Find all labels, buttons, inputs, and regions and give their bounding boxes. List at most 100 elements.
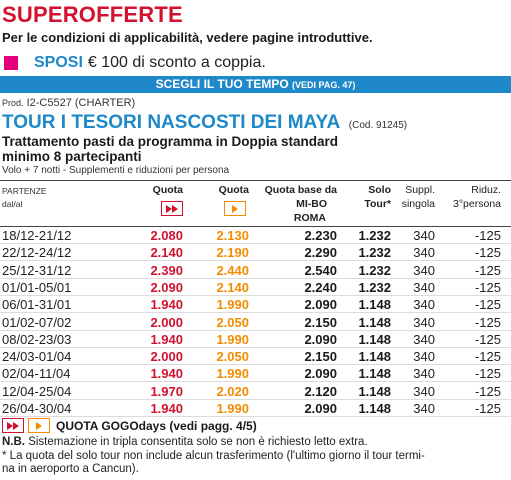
departure-dates: 18/12-21/12 — [2, 228, 72, 243]
quota-standard: 2.140 — [216, 279, 249, 295]
quota-standard: 1.990 — [216, 366, 249, 382]
suppl-singola: 340 — [413, 228, 435, 243]
tour-title-text: TOUR I TESORI NASCOSTI DEI MAYA — [2, 112, 340, 133]
subtitle-volo: Volo + 7 notti - Supplementi e riduzioni… — [2, 165, 230, 176]
riduz-terza-persona: -125 — [474, 366, 501, 382]
header-solo-l2: Tour* — [364, 198, 391, 210]
quota-base: 2.150 — [304, 349, 337, 365]
departure-dates: 12/04-25/04 — [2, 383, 72, 399]
gogo-legend: QUOTA GOGOdays (vedi pagg. 4/5) — [2, 418, 257, 433]
quota-standard: 2.440 — [216, 262, 249, 278]
departure-dates: 01/01-05/01 — [2, 279, 72, 295]
table-row: 12/04-25/04 1.970 2.020 2.120 1.148 340 -125 — [0, 383, 511, 400]
quota-standard: 2.190 — [216, 245, 249, 261]
quota-fast: 1.940 — [150, 297, 183, 313]
quota-fast: 2.000 — [150, 349, 183, 365]
sposi-text: € 100 di sconto a coppia. — [87, 54, 266, 71]
suppl-singola: 340 — [413, 366, 435, 382]
suppl-singola: 340 — [413, 314, 435, 330]
header-riduz-l2: 3°persona — [453, 198, 501, 210]
quota-standard: 2.050 — [216, 314, 249, 330]
sposi-offer: SPOSI € 100 di sconto a coppia. — [4, 53, 266, 73]
header-quota1: Quota — [152, 184, 183, 196]
quota-fast: 1.970 — [150, 383, 183, 399]
header-suppl-l1: Suppl. — [405, 184, 435, 196]
quota-standard: 1.990 — [216, 297, 249, 313]
table-row: 24/03-01/04 2.000 2.050 2.150 1.148 340 -125 — [0, 348, 511, 366]
quota-base: 2.150 — [304, 314, 337, 330]
header-base-l2: MI-BO — [296, 198, 327, 210]
solo-tour: 1.148 — [358, 383, 391, 399]
nb-text: Sistemazione in tripla consentita solo s… — [28, 436, 368, 448]
quota-base: 2.230 — [304, 228, 337, 243]
intro-text: Per le condizioni di applicabilità, vede… — [2, 30, 373, 45]
quota-base: 2.090 — [304, 331, 337, 347]
departure-dates: 01/02-07/02 — [2, 314, 72, 330]
suppl-singola: 340 — [413, 262, 435, 278]
nb-label: N.B. — [2, 436, 25, 448]
magenta-square-icon — [4, 56, 18, 70]
quota-fast: 2.090 — [150, 279, 183, 295]
header-dal-al: dal/al — [2, 199, 23, 209]
table-row: 22/12-24/12 2.140 2.190 2.290 1.232 340 -125 — [0, 244, 511, 262]
solo-tour: 1.232 — [358, 279, 391, 295]
quota-standard: 1.990 — [216, 401, 249, 416]
departure-dates: 25/12-31/12 — [2, 262, 72, 278]
departure-dates: 24/03-01/04 — [2, 349, 72, 365]
suppl-singola: 340 — [413, 331, 435, 347]
nb-note: N.B. Sistemazione in tripla consentita s… — [2, 436, 368, 449]
header-bottom-divider — [0, 226, 511, 227]
riduz-terza-persona: -125 — [474, 383, 501, 399]
header-base-l3: ROMA — [293, 212, 326, 224]
banner-small-text: (VEDI PAG. 47) — [292, 80, 356, 90]
riduz-terza-persona: -125 — [474, 297, 501, 313]
quota-base: 2.090 — [304, 366, 337, 382]
riduz-terza-persona: -125 — [474, 314, 501, 330]
riduz-terza-persona: -125 — [474, 279, 501, 295]
departure-dates: 06/01-31/01 — [2, 297, 72, 313]
solo-tour: 1.232 — [358, 228, 391, 243]
table-row: 26/04-30/04 1.940 1.990 2.090 1.148 340 -125 — [0, 400, 511, 417]
solo-tour: 1.148 — [358, 401, 391, 416]
riduz-terza-persona: -125 — [474, 331, 501, 347]
table-row: 06/01-31/01 1.940 1.990 2.090 1.148 340 -125 — [0, 296, 511, 314]
quota-base: 2.290 — [304, 245, 337, 261]
header-base-l1: Quota base da — [264, 184, 337, 196]
departure-dates: 02/04-11/04 — [2, 366, 71, 382]
header-solo-l1: Solo — [368, 184, 391, 196]
solo-tour: 1.148 — [358, 331, 391, 347]
header-partenze: PARTENZE — [2, 186, 47, 196]
subtitle-minimum: minimo 8 partecipanti — [2, 149, 142, 164]
quota-standard: 2.130 — [216, 228, 249, 243]
footnote-line-2: na in aeroporto a Cancun). — [2, 463, 139, 475]
suppl-singola: 340 — [413, 349, 435, 365]
product-prefix: Prod. — [2, 98, 24, 108]
solo-tour: 1.232 — [358, 245, 391, 261]
departure-dates: 08/02-23/03 — [2, 331, 72, 347]
quota-fast: 2.080 — [150, 228, 183, 243]
page-headline: SUPEROFFERTE — [2, 2, 183, 27]
banner-text: SCEGLI IL TUO TEMPO — [155, 77, 289, 91]
quota-fast: 1.940 — [150, 366, 183, 382]
departure-dates: 22/12-24/12 — [2, 245, 72, 261]
footnote-line-1: * La quota del solo tour non include alc… — [2, 450, 425, 462]
quota-fast: 2.000 — [150, 314, 183, 330]
riduz-terza-persona: -125 — [474, 245, 501, 261]
riduz-terza-persona: -125 — [474, 401, 501, 416]
quota-base: 2.090 — [304, 401, 337, 416]
banner-scegli: SCEGLI IL TUO TEMPO (VEDI PAG. 47) — [0, 76, 511, 93]
riduz-terza-persona: -125 — [474, 228, 501, 243]
departure-dates: 26/04-30/04 — [2, 401, 72, 416]
fast-forward-icon — [161, 201, 183, 216]
tour-code: (Cod. 91245) — [348, 120, 408, 131]
table-row: 18/12-21/12 2.080 2.130 2.230 1.232 340 -125 — [0, 227, 511, 244]
quota-standard: 2.050 — [216, 349, 249, 365]
quota-base: 2.540 — [304, 262, 337, 278]
sposi-label: SPOSI — [34, 54, 83, 71]
header-quota2: Quota — [218, 184, 249, 196]
solo-tour: 1.148 — [358, 314, 391, 330]
solo-tour: 1.148 — [358, 297, 391, 313]
table-row: 02/04-11/04 1.940 1.990 2.090 1.148 340 -125 — [0, 365, 511, 383]
quota-standard: 1.990 — [216, 331, 249, 347]
solo-tour: 1.148 — [358, 349, 391, 365]
